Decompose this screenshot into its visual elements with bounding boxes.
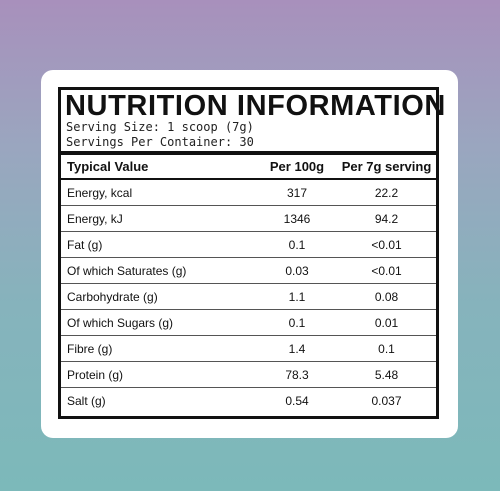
row-per-serving: 0.08	[337, 283, 436, 310]
table-row: Energy, kcal 317 22.2	[61, 179, 436, 206]
label-title: NUTRITION INFORMATION	[65, 90, 446, 122]
row-per-100g: 1.4	[257, 335, 337, 362]
row-per-serving: 94.2	[337, 205, 436, 232]
row-name: Energy, kJ	[61, 205, 257, 232]
row-name: Fibre (g)	[61, 335, 257, 362]
row-per-100g: 0.03	[257, 257, 337, 284]
row-name: Energy, kcal	[61, 179, 257, 206]
table-row: Protein (g) 78.3 5.48	[61, 361, 436, 388]
table-row: Fibre (g) 1.4 0.1	[61, 335, 436, 362]
row-per-serving: 0.01	[337, 309, 436, 336]
serving-size: Serving Size: 1 scoop (7g)	[66, 120, 254, 134]
nutrition-table: Typical Value Per 100g Per 7g serving En…	[61, 155, 436, 413]
nutrition-label: NUTRITION INFORMATION Serving Size: 1 sc…	[58, 87, 445, 419]
table-row: Carbohydrate (g) 1.1 0.08	[61, 283, 436, 310]
table-row: Of which Saturates (g) 0.03 <0.01	[61, 257, 436, 284]
table-row: Energy, kJ 1346 94.2	[61, 205, 436, 232]
row-per-100g: 78.3	[257, 361, 337, 388]
row-per-serving: 0.1	[337, 335, 436, 362]
row-per-serving: 5.48	[337, 361, 436, 388]
row-per-serving: <0.01	[337, 257, 436, 284]
row-per-100g: 1346	[257, 205, 337, 232]
row-per-100g: 0.1	[257, 309, 337, 336]
row-per-100g: 0.1	[257, 231, 337, 258]
thick-divider	[61, 151, 436, 155]
table-header-row: Typical Value Per 100g Per 7g serving	[61, 155, 436, 180]
row-per-100g: 0.54	[285, 393, 309, 408]
servings-per-container: Servings Per Container: 30	[66, 135, 254, 149]
row-per-serving: <0.01	[337, 231, 436, 258]
row-per-serving: 0.037	[371, 393, 402, 408]
row-name: Carbohydrate (g)	[61, 283, 257, 310]
row-per-100g: 1.1	[257, 283, 337, 310]
table-row: Salt (g) 0.54 0.037	[61, 388, 436, 414]
row-name: Fat (g)	[61, 231, 257, 258]
row-name: Of which Saturates (g)	[61, 257, 257, 284]
nutrition-card: NUTRITION INFORMATION Serving Size: 1 sc…	[41, 70, 458, 438]
table-row: Fat (g) 0.1 <0.01	[61, 231, 436, 258]
row-name: Protein (g)	[61, 361, 257, 388]
header-per-100g: Per 100g	[257, 155, 337, 180]
row-per-serving: 22.2	[337, 179, 436, 206]
row-name: Of which Sugars (g)	[61, 309, 257, 336]
row-name: Salt (g)	[67, 393, 106, 408]
row-per-100g: 317	[257, 179, 337, 206]
header-typical-value: Typical Value	[61, 155, 257, 180]
table-row: Of which Sugars (g) 0.1 0.01	[61, 309, 436, 336]
header-per-serving: Per 7g serving	[337, 155, 436, 180]
